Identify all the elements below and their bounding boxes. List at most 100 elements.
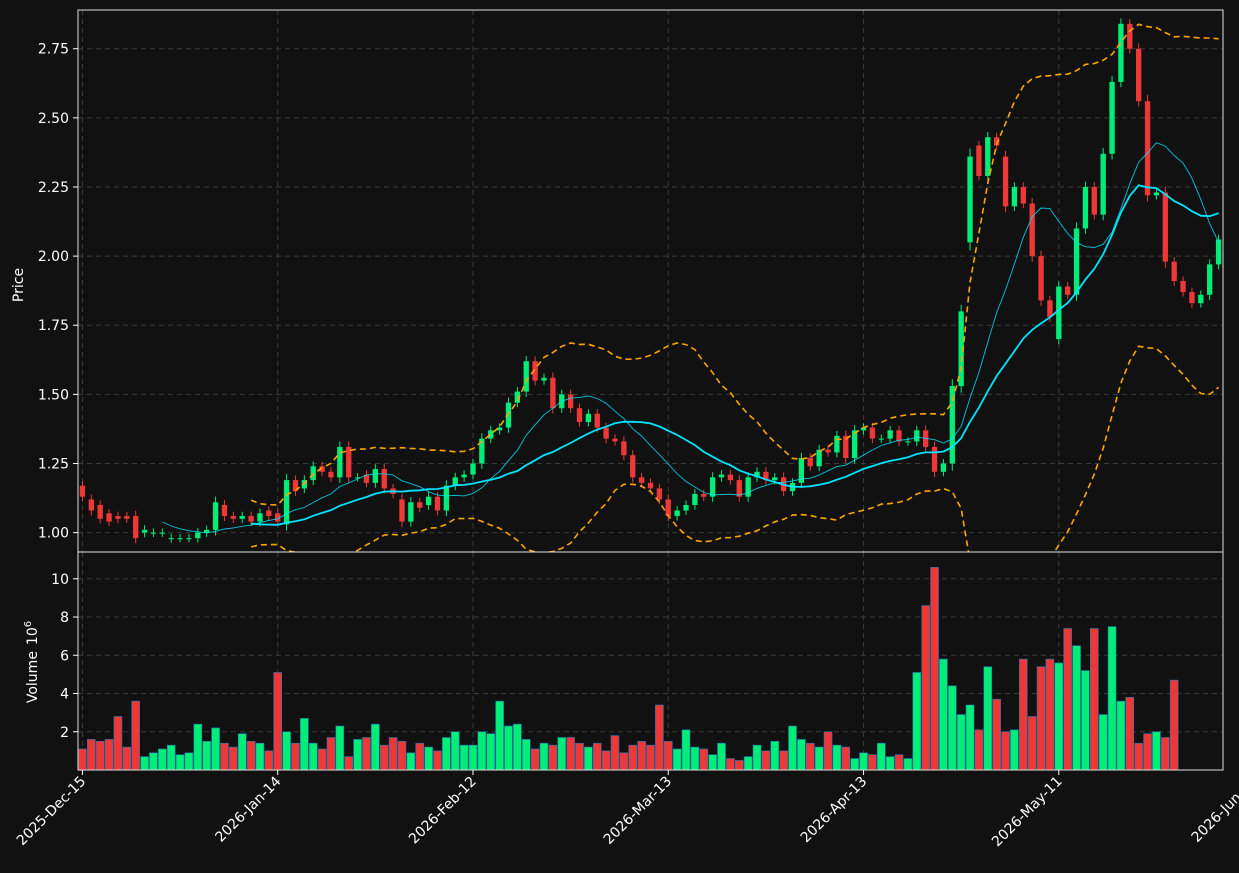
candle-body bbox=[683, 504, 689, 511]
volume-bar bbox=[637, 741, 646, 770]
candle-body bbox=[665, 499, 671, 517]
candle-body bbox=[337, 446, 343, 478]
candle-body bbox=[1198, 294, 1204, 304]
candle-body bbox=[630, 455, 636, 478]
price-tick-label: 1.75 bbox=[38, 318, 69, 334]
volume-bar bbox=[1001, 731, 1010, 770]
candle-body bbox=[612, 438, 618, 442]
candle-body bbox=[692, 493, 698, 505]
candle-body bbox=[603, 427, 609, 439]
volume-tick-label: 10 bbox=[51, 572, 69, 588]
volume-bar bbox=[326, 737, 336, 770]
volume-bar bbox=[885, 756, 895, 770]
candle-body bbox=[141, 529, 148, 533]
candle-body bbox=[292, 480, 299, 492]
candle-body bbox=[763, 471, 769, 481]
candle-body bbox=[647, 482, 654, 489]
volume-bar bbox=[1063, 628, 1072, 770]
volume-bar bbox=[104, 739, 114, 770]
candle-body bbox=[106, 513, 112, 522]
volume-bar bbox=[619, 752, 629, 770]
candle-body bbox=[985, 137, 991, 176]
volume-tick-label: 4 bbox=[60, 687, 69, 703]
volume-bar bbox=[1143, 733, 1152, 770]
volume-bar bbox=[1027, 716, 1037, 770]
volume-bar bbox=[717, 742, 726, 770]
price-axis-label: Price bbox=[11, 268, 27, 302]
candle-body bbox=[798, 457, 805, 483]
volume-bar bbox=[752, 744, 762, 770]
volume-bar bbox=[397, 741, 407, 770]
candle-body bbox=[532, 361, 538, 381]
volume-bar bbox=[1081, 670, 1090, 770]
volume-bar bbox=[628, 744, 638, 770]
candle-body bbox=[1100, 153, 1106, 215]
volume-bar bbox=[584, 746, 593, 770]
candle-body bbox=[1153, 192, 1160, 196]
candle-body bbox=[1180, 281, 1186, 293]
volume-bar bbox=[912, 672, 922, 770]
candle-body bbox=[727, 474, 734, 481]
volume-bar bbox=[814, 746, 824, 770]
volume-bar bbox=[876, 742, 886, 770]
candle-body bbox=[310, 466, 316, 481]
volume-bar bbox=[521, 739, 531, 770]
volume-bar bbox=[1107, 626, 1117, 770]
volume-bar bbox=[672, 748, 682, 770]
candle-body bbox=[283, 480, 290, 525]
volume-bar bbox=[956, 714, 966, 770]
volume-bar bbox=[832, 744, 842, 770]
candle-body bbox=[417, 502, 423, 508]
volume-bar bbox=[734, 760, 744, 770]
volume-bar bbox=[468, 744, 478, 770]
volume-bar bbox=[681, 729, 691, 770]
volume-bar bbox=[823, 731, 833, 770]
volume-bar bbox=[1045, 658, 1055, 770]
volume-bar bbox=[282, 731, 291, 770]
candle-body bbox=[1136, 48, 1142, 102]
volume-bar bbox=[575, 742, 584, 770]
candle-body bbox=[275, 513, 281, 522]
candle-body bbox=[550, 377, 556, 409]
volume-bar bbox=[78, 748, 87, 770]
candle-body bbox=[133, 516, 139, 539]
candle-body bbox=[1144, 101, 1151, 196]
volume-bar bbox=[1036, 666, 1046, 770]
short-moving-average-line bbox=[162, 142, 1220, 534]
candle-body bbox=[1215, 239, 1222, 265]
volume-bar bbox=[113, 716, 123, 770]
price-tick-label: 1.50 bbox=[38, 387, 69, 403]
candle-body bbox=[115, 516, 121, 519]
volume-tick-label: 6 bbox=[60, 648, 69, 664]
candle-body bbox=[523, 361, 529, 392]
volume-bar bbox=[504, 725, 513, 770]
candle-body bbox=[718, 474, 725, 478]
candle-body bbox=[230, 516, 236, 519]
volume-bar bbox=[477, 731, 487, 770]
candle-body bbox=[834, 435, 840, 453]
volume-bar bbox=[779, 750, 788, 770]
volume-bar bbox=[868, 754, 877, 770]
volume-axis-label-text: Volume bbox=[25, 651, 41, 703]
candle-body bbox=[88, 499, 94, 511]
volume-bar bbox=[273, 672, 283, 770]
volume-bar bbox=[149, 752, 158, 770]
volume-tick-label: 2 bbox=[60, 725, 69, 741]
candle-body bbox=[825, 449, 831, 453]
candle-body bbox=[79, 485, 86, 497]
candle-body bbox=[168, 538, 174, 540]
volume-bar bbox=[131, 700, 140, 770]
volume-bar bbox=[894, 754, 904, 770]
volume-bar bbox=[229, 746, 238, 770]
volume-bar bbox=[930, 566, 939, 770]
candle-body bbox=[1056, 286, 1062, 340]
volume-bar bbox=[220, 742, 229, 770]
candle-body bbox=[97, 504, 103, 519]
volume-bar bbox=[344, 756, 354, 770]
volume-bar bbox=[974, 729, 984, 770]
volume-bar bbox=[805, 742, 815, 770]
volume-bar bbox=[122, 746, 132, 770]
volume-tick-label: 8 bbox=[60, 610, 69, 626]
volume-bar bbox=[1161, 737, 1170, 770]
candle-body bbox=[257, 513, 263, 522]
